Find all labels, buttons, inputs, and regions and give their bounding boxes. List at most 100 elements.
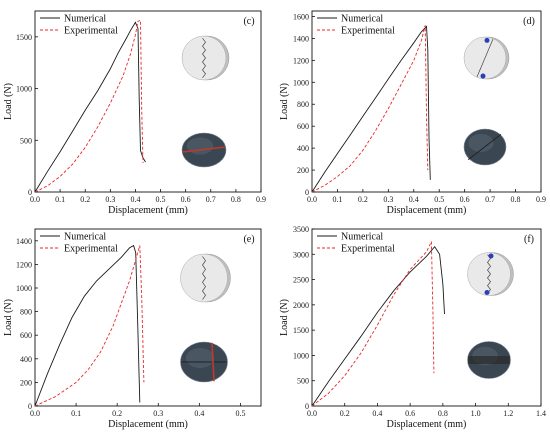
y-tick-label: 0 bbox=[305, 188, 309, 197]
x-tick-label: 0.5 bbox=[434, 195, 444, 204]
damage-marker bbox=[480, 73, 486, 79]
damage-marker bbox=[484, 289, 490, 295]
x-tick-label: 0.5 bbox=[156, 195, 166, 204]
x-tick-label: 0.4 bbox=[409, 195, 419, 204]
x-axis-label: Displacement (mm) bbox=[387, 205, 467, 216]
y-tick-label: 800 bbox=[20, 308, 32, 317]
x-tick-label: 0.4 bbox=[372, 409, 382, 418]
y-tick-label: 200 bbox=[297, 166, 309, 175]
y-tick-label: 500 bbox=[20, 136, 32, 145]
photo-shade bbox=[185, 348, 215, 368]
y-tick-label: 1200 bbox=[293, 56, 309, 65]
x-axis-label: Displacement (mm) bbox=[108, 205, 188, 216]
y-tick-label: 2500 bbox=[293, 276, 309, 285]
x-tick-label: 0.3 bbox=[105, 195, 115, 204]
x-tick-label: 0.4 bbox=[194, 409, 204, 418]
crack-path bbox=[202, 256, 206, 300]
x-axis-label: Displacement (mm) bbox=[387, 419, 467, 430]
experimental-series-line bbox=[311, 241, 435, 407]
y-tick-label: 1500 bbox=[16, 33, 32, 42]
x-tick-label: 0.8 bbox=[511, 195, 521, 204]
x-tick-label: 0.2 bbox=[112, 409, 122, 418]
y-tick-label: 0 bbox=[305, 402, 309, 411]
experimental-series-line bbox=[34, 245, 145, 407]
x-tick-label: 0.4 bbox=[130, 195, 140, 204]
y-tick-label: 1000 bbox=[16, 284, 32, 293]
y-tick-label: 400 bbox=[20, 355, 32, 364]
disk-face bbox=[180, 253, 228, 303]
x-tick-label: 0.0 bbox=[307, 195, 317, 204]
damage-marker bbox=[488, 253, 494, 259]
x-tick-label: 0.2 bbox=[358, 195, 368, 204]
x-tick-label: 0.6 bbox=[460, 195, 470, 204]
x-tick-label: 0.3 bbox=[153, 409, 163, 418]
x-tick-label: 1.0 bbox=[471, 409, 481, 418]
legend-entry: Numerical bbox=[341, 232, 383, 243]
y-tick-label: 500 bbox=[297, 377, 309, 386]
x-tick-label: 0.8 bbox=[231, 195, 241, 204]
y-tick-label: 1400 bbox=[293, 34, 309, 43]
numerical-series-line bbox=[311, 245, 445, 407]
disk-face bbox=[181, 35, 227, 81]
y-tick-label: 1600 bbox=[293, 12, 309, 21]
panel-label: (c) bbox=[243, 16, 254, 27]
x-tick-label: 1.4 bbox=[536, 409, 546, 418]
y-tick-label: 3500 bbox=[293, 225, 309, 234]
y-tick-label: 1000 bbox=[16, 85, 32, 94]
chart-panel: 0.0 0.1 0.2 0.3 0.4 0.5 0.6 0.7 0.8 0.9 0 500 1000 15… bbox=[3, 10, 266, 216]
disk-face bbox=[467, 252, 511, 296]
crack-path bbox=[476, 38, 494, 78]
photo-marker-line bbox=[211, 342, 215, 382]
legend-entry: Numerical bbox=[341, 14, 383, 25]
x-tick-label: 1.2 bbox=[503, 409, 513, 418]
legend-entry: Experimental bbox=[341, 26, 395, 37]
y-axis-label: Load (N) bbox=[279, 299, 290, 336]
y-tick-label: 1000 bbox=[293, 351, 309, 360]
legend-entry: Experimental bbox=[341, 244, 395, 255]
photo-crack-band bbox=[468, 356, 510, 364]
x-axis-label: Displacement (mm) bbox=[108, 419, 188, 430]
crack-path bbox=[202, 37, 206, 79]
legend-entry: Experimental bbox=[64, 26, 118, 37]
x-tick-label: 0.8 bbox=[438, 409, 448, 418]
chart-panel: 0.0 0.2 0.4 0.6 0.8 1.0 1.2 1.4 0 500 1000 1500 2000… bbox=[279, 225, 546, 430]
x-tick-label: 0.0 bbox=[30, 195, 40, 204]
y-tick-label: 200 bbox=[20, 378, 32, 387]
x-tick-label: 0.7 bbox=[485, 195, 495, 204]
plot-frame bbox=[34, 228, 262, 407]
x-tick-label: 0.6 bbox=[181, 195, 191, 204]
plot-frame bbox=[311, 228, 542, 407]
numerical-series-line bbox=[34, 244, 141, 407]
panel-label: (f) bbox=[524, 234, 534, 245]
x-tick-label: 0.7 bbox=[206, 195, 216, 204]
chart-panel: 0.0 0.1 0.2 0.3 0.4 0.5 0 200 400 600 800 1000 1200 1… bbox=[3, 228, 262, 430]
experimental-series-line bbox=[311, 25, 429, 193]
y-tick-label: 400 bbox=[297, 144, 309, 153]
x-tick-label: 0.2 bbox=[340, 409, 350, 418]
damage-marker bbox=[484, 37, 490, 43]
x-tick-label: 0.0 bbox=[30, 409, 40, 418]
panel-label: (d) bbox=[523, 16, 535, 27]
photo-shade bbox=[468, 134, 494, 152]
x-tick-label: 0.9 bbox=[256, 195, 266, 204]
numerical-series-line bbox=[311, 25, 431, 193]
x-tick-label: 0.3 bbox=[383, 195, 393, 204]
photo-shade bbox=[186, 137, 214, 155]
legend-entry: Experimental bbox=[64, 244, 118, 255]
legend-entry: Numerical bbox=[64, 232, 106, 243]
y-tick-label: 0 bbox=[28, 188, 32, 197]
y-tick-label: 600 bbox=[297, 122, 309, 131]
numerical-series-line bbox=[34, 21, 146, 193]
y-axis-label: Load (N) bbox=[3, 299, 14, 336]
y-tick-label: 1000 bbox=[293, 78, 309, 87]
x-tick-label: 0.1 bbox=[332, 195, 342, 204]
x-tick-label: 0.1 bbox=[55, 195, 65, 204]
x-tick-label: 0.5 bbox=[235, 409, 245, 418]
legend-entry: Numerical bbox=[64, 14, 106, 25]
y-tick-label: 3000 bbox=[293, 250, 309, 259]
y-tick-label: 1500 bbox=[293, 326, 309, 335]
plot-frame bbox=[311, 10, 542, 193]
crack-path bbox=[487, 254, 491, 294]
x-tick-label: 0.2 bbox=[80, 195, 90, 204]
